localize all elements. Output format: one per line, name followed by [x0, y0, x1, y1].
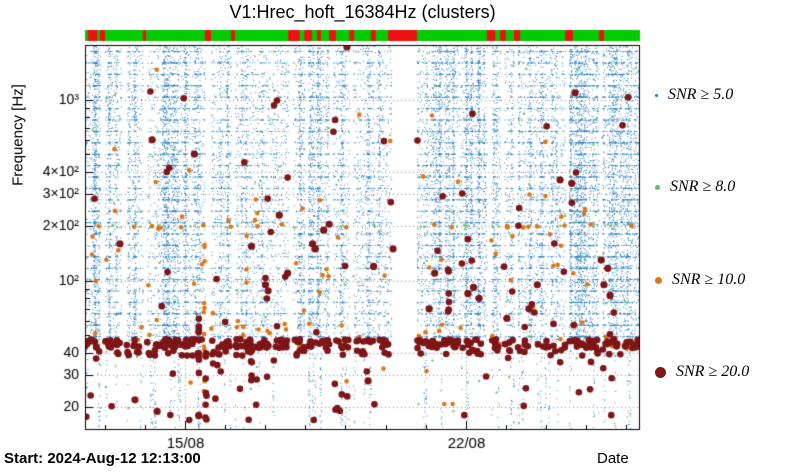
snr5-marker-icon [655, 93, 658, 97]
legend-label: SNR ≥ 8.0 [670, 178, 736, 195]
y-axis-title: Frequency [Hz] [9, 84, 27, 186]
chart-title: V1:Hrec_hoft_16384Hz (clusters) [229, 2, 496, 22]
legend-label: SNR ≥ 5.0 [668, 86, 734, 103]
x-axis-title: Date [597, 450, 629, 467]
snr20-marker-icon [655, 366, 666, 378]
legend-label: SNR ≥ 10.0 [672, 271, 746, 288]
snr8-marker-icon [655, 184, 660, 190]
snr10-marker-icon [655, 276, 662, 284]
legend-label: SNR ≥ 20.0 [676, 363, 750, 380]
legend-item-snr8: SNR ≥ 8.0 [655, 176, 735, 198]
legend-item-snr20: SNR ≥ 20.0 [655, 361, 749, 383]
legend-item-snr10: SNR ≥ 10.0 [655, 269, 745, 291]
legend-item-snr5: SNR ≥ 5.0 [655, 84, 733, 106]
start-time-label: Start: 2024-Aug-12 12:13:00 [4, 450, 201, 467]
